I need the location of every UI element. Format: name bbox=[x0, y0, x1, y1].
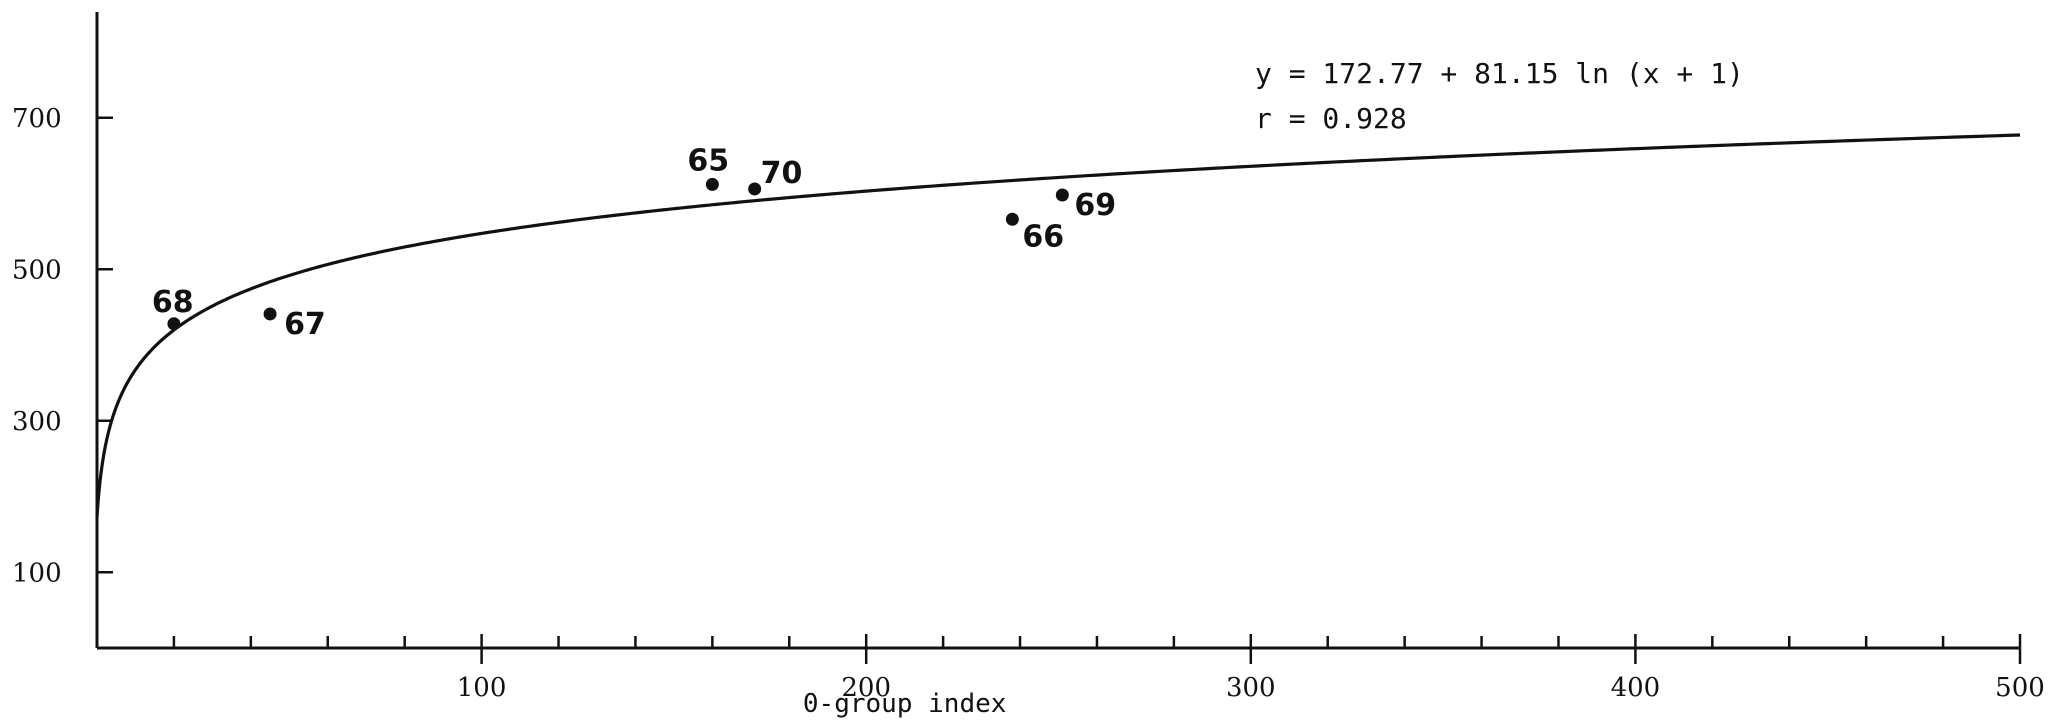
y-tick-label: 300 bbox=[12, 407, 62, 437]
x-tick-label: 100 bbox=[457, 673, 507, 703]
data-point-label: 65 bbox=[687, 143, 729, 178]
equation-text: y = 172.77 + 81.15 ln (x + 1) bbox=[1255, 57, 1744, 90]
x-tick-label: 500 bbox=[1995, 673, 2045, 703]
y-tick-label: 500 bbox=[12, 255, 62, 285]
y-tick-label: 100 bbox=[12, 558, 62, 588]
x-ticks: 100 200 300 400 500 bbox=[172, 634, 2045, 703]
y-tick-label: 700 bbox=[12, 104, 62, 134]
data-point-label: 67 bbox=[284, 307, 326, 342]
correlation-text: r = 0.928 bbox=[1255, 102, 1407, 135]
data-point-label: 69 bbox=[1074, 188, 1116, 223]
data-point bbox=[705, 177, 719, 191]
data-point bbox=[748, 182, 762, 196]
x-tick-label: 400 bbox=[1611, 673, 1661, 703]
data-point bbox=[263, 307, 277, 321]
x-axis-title: 0-group index bbox=[803, 689, 1007, 719]
data-point-label: 68 bbox=[152, 285, 194, 320]
axes bbox=[95, 12, 2020, 650]
data-point bbox=[167, 317, 181, 331]
data-point bbox=[1005, 212, 1019, 226]
data-point bbox=[1055, 188, 1069, 202]
x-tick-label: 300 bbox=[1226, 673, 1276, 703]
data-point-label: 70 bbox=[761, 156, 803, 191]
x-tick-label: 200 bbox=[841, 673, 891, 703]
fit-curve bbox=[95, 133, 2021, 518]
data-point-label: 66 bbox=[1022, 219, 1064, 254]
data-points: 68 67 65 70 66 69 bbox=[152, 143, 1116, 342]
y-ticks: 100 300 500 700 bbox=[12, 104, 113, 588]
